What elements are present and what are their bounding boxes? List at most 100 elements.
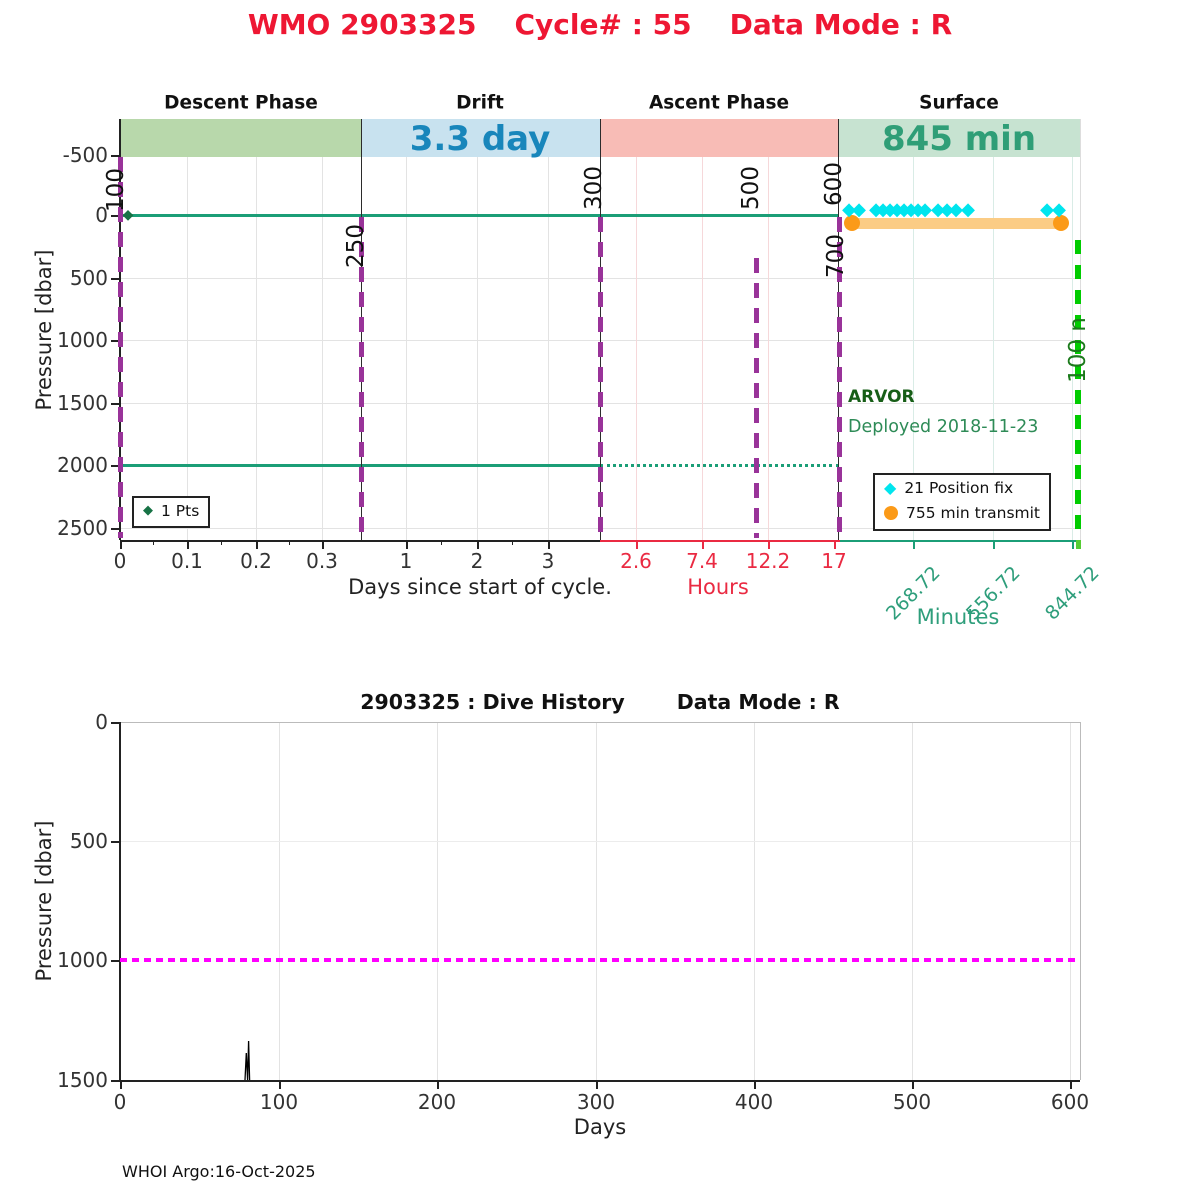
x-tick bbox=[120, 1080, 122, 1089]
x-tick bbox=[437, 1080, 439, 1089]
x-tick-hour bbox=[834, 540, 836, 549]
x-tick-hour-label: 17 bbox=[799, 549, 869, 573]
x-tick-day bbox=[322, 540, 324, 549]
position-fix-label: 21 Position fix bbox=[904, 479, 1013, 497]
days-axis-label: Days since start of cycle. bbox=[348, 575, 612, 599]
phase-band-0 bbox=[120, 119, 361, 157]
transmit-label: 755 min transmit bbox=[906, 504, 1040, 522]
gridline-v bbox=[912, 722, 913, 1080]
x-tick bbox=[1070, 1080, 1072, 1089]
y-tick-label: 2500 bbox=[40, 516, 108, 540]
gridline-v-hours bbox=[768, 119, 769, 540]
event-label-300: 300 bbox=[581, 166, 607, 210]
points-legend-label: 1 Pts bbox=[161, 502, 199, 520]
pressure-reference-line bbox=[120, 214, 838, 217]
position-fix-marker: ◆ bbox=[918, 201, 932, 219]
bottom-spine bbox=[120, 1080, 1080, 1082]
x-tick-day bbox=[120, 540, 122, 549]
y-tick bbox=[111, 841, 120, 843]
gridline-v bbox=[477, 119, 478, 540]
x-tick bbox=[754, 1080, 756, 1089]
y-tick-label: 0 bbox=[40, 203, 108, 227]
event-label-100: 100 bbox=[103, 168, 129, 212]
position-fix-marker: ◆ bbox=[961, 201, 975, 219]
position-fix-marker: ◆ bbox=[1052, 201, 1066, 219]
event-label-600: 600 bbox=[821, 162, 847, 206]
gridline-v bbox=[1070, 722, 1071, 1080]
x-tick-minute bbox=[993, 540, 995, 549]
x-tick-day-label: 0.3 bbox=[292, 549, 352, 573]
x-tick-day bbox=[548, 540, 550, 549]
event-label-500: 500 bbox=[738, 166, 764, 210]
x-tick-label: 0 bbox=[85, 1090, 155, 1114]
y-tick bbox=[111, 722, 120, 724]
next-cycle-tick bbox=[1076, 540, 1081, 549]
x-tick-label: 300 bbox=[561, 1090, 631, 1114]
x-tick-label: 500 bbox=[877, 1090, 947, 1114]
x-tick-hour-label: 2.6 bbox=[601, 549, 671, 573]
x-tick-day-label: 0 bbox=[90, 549, 150, 573]
event-label-250: 250 bbox=[343, 224, 369, 268]
drift-pressure-line-dotted bbox=[600, 464, 839, 467]
gridline-v bbox=[406, 119, 407, 540]
position-fix-icon: ◆ bbox=[884, 478, 896, 497]
event-line-500 bbox=[754, 258, 759, 538]
gridline-v bbox=[256, 119, 257, 540]
x-tick-label: 600 bbox=[1035, 1090, 1105, 1114]
x-tick-label: 200 bbox=[402, 1090, 472, 1114]
bottom-x-axis-label: Days bbox=[574, 1115, 626, 1139]
y-tick-label: -500 bbox=[40, 143, 108, 167]
park-pressure-line bbox=[120, 958, 1078, 962]
legend-row-position-fix: ◆ 21 Position fix bbox=[875, 475, 1049, 500]
x-tick-day-label: 2 bbox=[447, 549, 507, 573]
points-legend: ◆ 1 Pts bbox=[132, 496, 210, 528]
drift-duration-text: 3.3 day bbox=[410, 119, 550, 159]
x-axis-days-spine bbox=[120, 540, 600, 542]
bottom-y-axis-label: Pressure [dbar] bbox=[32, 821, 56, 982]
gridline-v-hours bbox=[636, 119, 637, 540]
phase-label-drift: Drift bbox=[456, 93, 504, 114]
x-tick-label: 400 bbox=[719, 1090, 789, 1114]
phase-band-2 bbox=[600, 119, 838, 157]
left-spine bbox=[119, 722, 121, 1080]
transmit-icon bbox=[884, 506, 898, 520]
x-tick bbox=[279, 1080, 281, 1089]
y-tick-label: 1500 bbox=[40, 1068, 108, 1092]
y-tick-label: 0 bbox=[40, 710, 108, 734]
x-tick-day-label: 0.2 bbox=[226, 549, 286, 573]
minutes-axis-label: Minutes bbox=[917, 605, 1000, 629]
gridline-h bbox=[120, 841, 1080, 842]
surface-legend: ◆ 21 Position fix 755 min transmit bbox=[873, 473, 1051, 531]
x-tick-minute bbox=[913, 540, 915, 549]
y-tick-label: 2000 bbox=[40, 453, 108, 477]
credit-text: WHOI Argo:16-Oct-2025 bbox=[122, 1162, 316, 1181]
gridline-v bbox=[279, 722, 280, 1080]
x-tick-label: 100 bbox=[244, 1090, 314, 1114]
gridline-v bbox=[437, 722, 438, 1080]
gridline-v bbox=[322, 119, 323, 540]
x-axis-minutes-spine bbox=[840, 540, 1080, 542]
x-tick-hour-label: 7.4 bbox=[667, 549, 737, 573]
phase-label-ascent: Ascent Phase bbox=[649, 93, 789, 114]
x-tick-day-label: 0.1 bbox=[157, 549, 217, 573]
event-line-300 bbox=[598, 217, 603, 538]
argo-cycle-report: WMO 2903325 Cycle# : 55 Data Mode : R De… bbox=[0, 0, 1200, 1200]
top-spine bbox=[120, 722, 1080, 723]
gridline-v bbox=[754, 722, 755, 1080]
deployed-date-annotation: Deployed 2018-11-23 bbox=[848, 417, 1038, 437]
top-y-axis-label: Pressure [dbar] bbox=[32, 250, 56, 411]
gridline-v-hours bbox=[702, 119, 703, 540]
next-cycle-label: 100 n bbox=[1065, 317, 1091, 383]
x-tick bbox=[912, 1080, 914, 1089]
phase-label-surface: Surface bbox=[919, 93, 999, 114]
x-tick-hour bbox=[768, 540, 770, 549]
legend-row-transmit: 755 min transmit bbox=[875, 500, 1049, 525]
gridline-v bbox=[548, 119, 549, 540]
x-tick-day bbox=[256, 540, 258, 549]
gridline-v bbox=[187, 119, 188, 540]
y-tick bbox=[111, 960, 120, 962]
profile-point-icon: ◆ bbox=[143, 503, 153, 518]
x-tick-day-label: 3 bbox=[518, 549, 578, 573]
x-tick-minute-label: 844.72 bbox=[1027, 562, 1103, 638]
float-model-annotation: ARVOR bbox=[848, 387, 915, 407]
